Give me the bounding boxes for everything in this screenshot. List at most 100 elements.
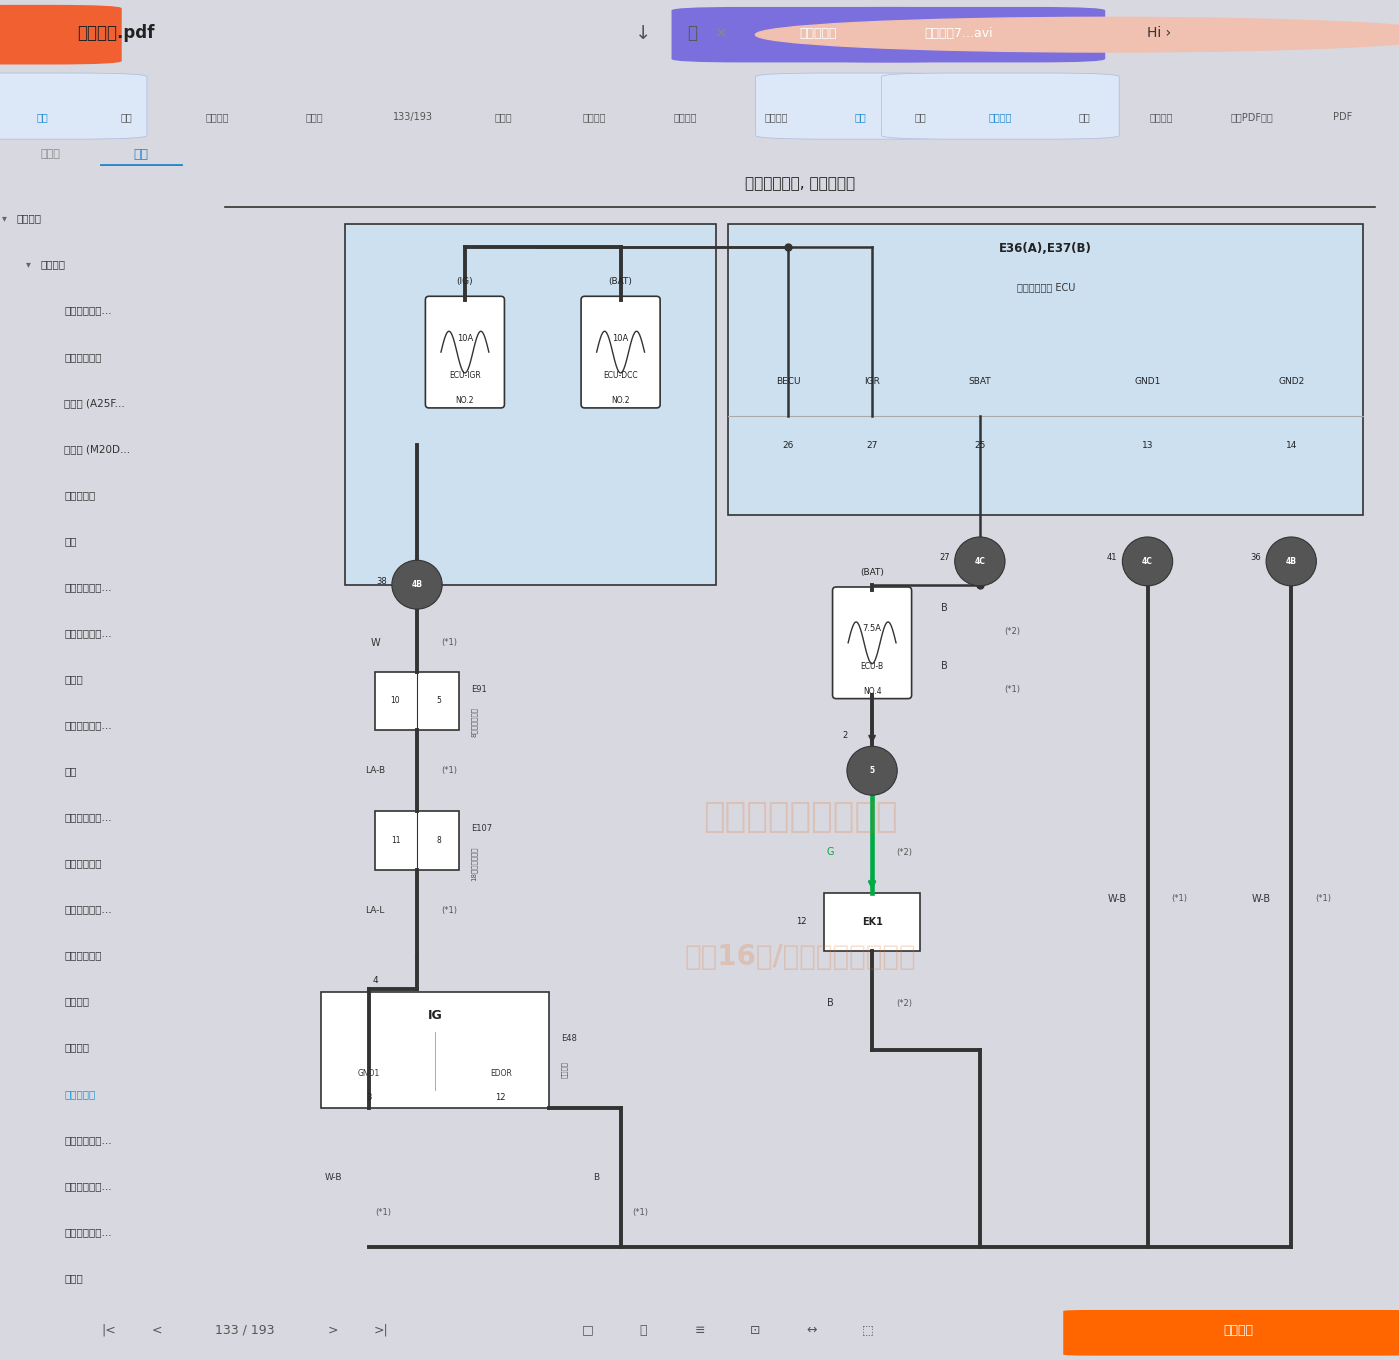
Text: 2: 2 — [842, 732, 848, 740]
Text: 单页: 单页 — [855, 112, 866, 122]
Text: B: B — [940, 602, 947, 613]
Text: 目录: 目录 — [133, 148, 148, 160]
Text: 车辆外饰.pdf: 车辆外饰.pdf — [77, 24, 154, 42]
Text: 电动车窗: 电动车窗 — [64, 1043, 90, 1053]
Circle shape — [954, 537, 1004, 586]
Text: 10: 10 — [390, 696, 400, 706]
Text: 36: 36 — [1251, 554, 1262, 563]
Text: 后视镜加热器: 后视镜加热器 — [64, 858, 102, 869]
Text: 133/193: 133/193 — [393, 112, 432, 122]
FancyBboxPatch shape — [0, 5, 122, 64]
Circle shape — [755, 18, 1399, 52]
Text: 27: 27 — [866, 441, 877, 450]
Text: 车辆声控警示...: 车辆声控警示... — [64, 306, 112, 316]
Text: (*1): (*1) — [441, 638, 457, 647]
Text: 27: 27 — [939, 554, 950, 563]
Text: 4B: 4B — [411, 581, 422, 589]
FancyBboxPatch shape — [672, 7, 965, 63]
Text: ⬚: ⬚ — [862, 1323, 873, 1337]
Text: 后窗除雾器: 后窗除雾器 — [64, 1089, 95, 1099]
Text: 电动肩门: 电动肩门 — [64, 997, 90, 1006]
Text: 查找: 查找 — [1079, 112, 1090, 122]
Text: Hi ›: Hi › — [1147, 26, 1171, 41]
Text: 10A: 10A — [457, 333, 473, 343]
FancyBboxPatch shape — [375, 812, 459, 869]
Text: 前刮水器和清...: 前刮水器和清... — [64, 582, 112, 592]
Text: (*1): (*1) — [1315, 894, 1332, 903]
Text: 13: 13 — [1142, 441, 1153, 450]
Text: ⊡: ⊡ — [750, 1323, 761, 1337]
FancyBboxPatch shape — [755, 73, 965, 139]
Text: 8号接线连接器: 8号接线连接器 — [471, 707, 477, 737]
Text: IGR: IGR — [865, 377, 880, 386]
Text: 133 / 193: 133 / 193 — [215, 1323, 274, 1337]
Text: 汽修帮手车维资料库: 汽修帮手车维资料库 — [702, 800, 898, 834]
Text: (*2): (*2) — [1004, 627, 1020, 635]
Text: GND1: GND1 — [358, 1069, 381, 1077]
Text: 倒车灯 (A25F...: 倒车灯 (A25F... — [64, 397, 126, 408]
Text: 适合页面: 适合页面 — [765, 112, 788, 122]
Text: EK1: EK1 — [862, 917, 883, 928]
Text: B: B — [827, 998, 834, 1008]
Text: NO.2: NO.2 — [456, 397, 474, 405]
Text: 刹车灯: 刹车灯 — [64, 1273, 83, 1282]
Text: ✕: ✕ — [713, 26, 727, 41]
Text: 8: 8 — [436, 836, 441, 845]
Text: 3: 3 — [367, 1093, 372, 1102]
Text: 截图识字: 截图识字 — [1150, 112, 1172, 122]
Text: 5: 5 — [870, 766, 874, 775]
Circle shape — [1266, 537, 1316, 586]
Circle shape — [1122, 537, 1172, 586]
Text: 打印: 打印 — [120, 112, 132, 122]
Text: G: G — [827, 847, 834, 857]
Text: 员仅16元/年，每周更新车型: 员仅16元/年，每周更新车型 — [684, 942, 916, 971]
Text: 4: 4 — [372, 975, 378, 985]
Text: 前照灯: 前照灯 — [64, 675, 83, 684]
Text: 目录: 目录 — [36, 112, 48, 122]
Text: B: B — [593, 1174, 600, 1182]
Text: 后刮水器和清...: 后刮水器和清... — [64, 1134, 112, 1145]
Text: 遥控后视镜（...: 遥控后视镜（... — [64, 1227, 112, 1236]
Text: |<: |< — [102, 1323, 116, 1337]
Text: (IG): (IG) — [456, 277, 473, 286]
Text: 41: 41 — [1107, 554, 1118, 563]
Text: LA-B: LA-B — [365, 766, 385, 775]
FancyBboxPatch shape — [0, 73, 147, 139]
Text: 连续阅读: 连续阅读 — [989, 112, 1011, 122]
Text: >|: >| — [374, 1323, 388, 1337]
Text: W-B: W-B — [325, 1174, 341, 1182]
Text: 多路网络车身 ECU: 多路网络车身 ECU — [1017, 283, 1074, 292]
FancyBboxPatch shape — [1063, 1310, 1399, 1356]
Text: GND2: GND2 — [1279, 377, 1304, 386]
Text: (*1): (*1) — [441, 766, 457, 775]
Text: 后视镜加热器, 后窗除雾器: 后视镜加热器, 后窗除雾器 — [746, 175, 855, 190]
Text: ≡: ≡ — [694, 1323, 705, 1337]
Text: ECU-DCC: ECU-DCC — [603, 371, 638, 379]
Text: 倒车灯 (M20D...: 倒车灯 (M20D... — [64, 443, 130, 454]
Text: 18号接线连接器: 18号接线连接器 — [471, 846, 477, 881]
Text: (*2): (*2) — [895, 998, 912, 1008]
Text: (*2): (*2) — [895, 847, 912, 857]
Text: 缩略图: 缩略图 — [41, 150, 60, 159]
Text: (*1): (*1) — [1171, 894, 1188, 903]
Text: ↔: ↔ — [806, 1323, 817, 1337]
Text: 系统电路: 系统电路 — [17, 214, 41, 223]
Text: 12: 12 — [495, 1093, 506, 1102]
Text: E48: E48 — [561, 1034, 576, 1043]
Text: 适合宽度: 适合宽度 — [674, 112, 697, 122]
FancyBboxPatch shape — [832, 588, 912, 699]
Circle shape — [846, 747, 897, 796]
Text: 全景天窗系统: 全景天窗系统 — [64, 951, 102, 960]
Text: 14: 14 — [1286, 441, 1297, 450]
Text: 影印PDF识别: 影印PDF识别 — [1231, 112, 1273, 122]
Text: EDOR: EDOR — [490, 1069, 512, 1077]
Text: GND1: GND1 — [1135, 377, 1161, 386]
Text: B: B — [940, 661, 947, 670]
Text: 燃油加注口盖...: 燃油加注口盖... — [64, 628, 112, 638]
Text: 自动灯光控制: 自动灯光控制 — [64, 352, 102, 362]
Text: 5: 5 — [436, 696, 441, 706]
Text: ▾: ▾ — [1, 214, 7, 223]
Text: E91: E91 — [471, 685, 487, 694]
Text: 38: 38 — [376, 577, 388, 586]
Text: 单触式磨砂玻...: 单触式磨砂玻... — [64, 904, 112, 914]
